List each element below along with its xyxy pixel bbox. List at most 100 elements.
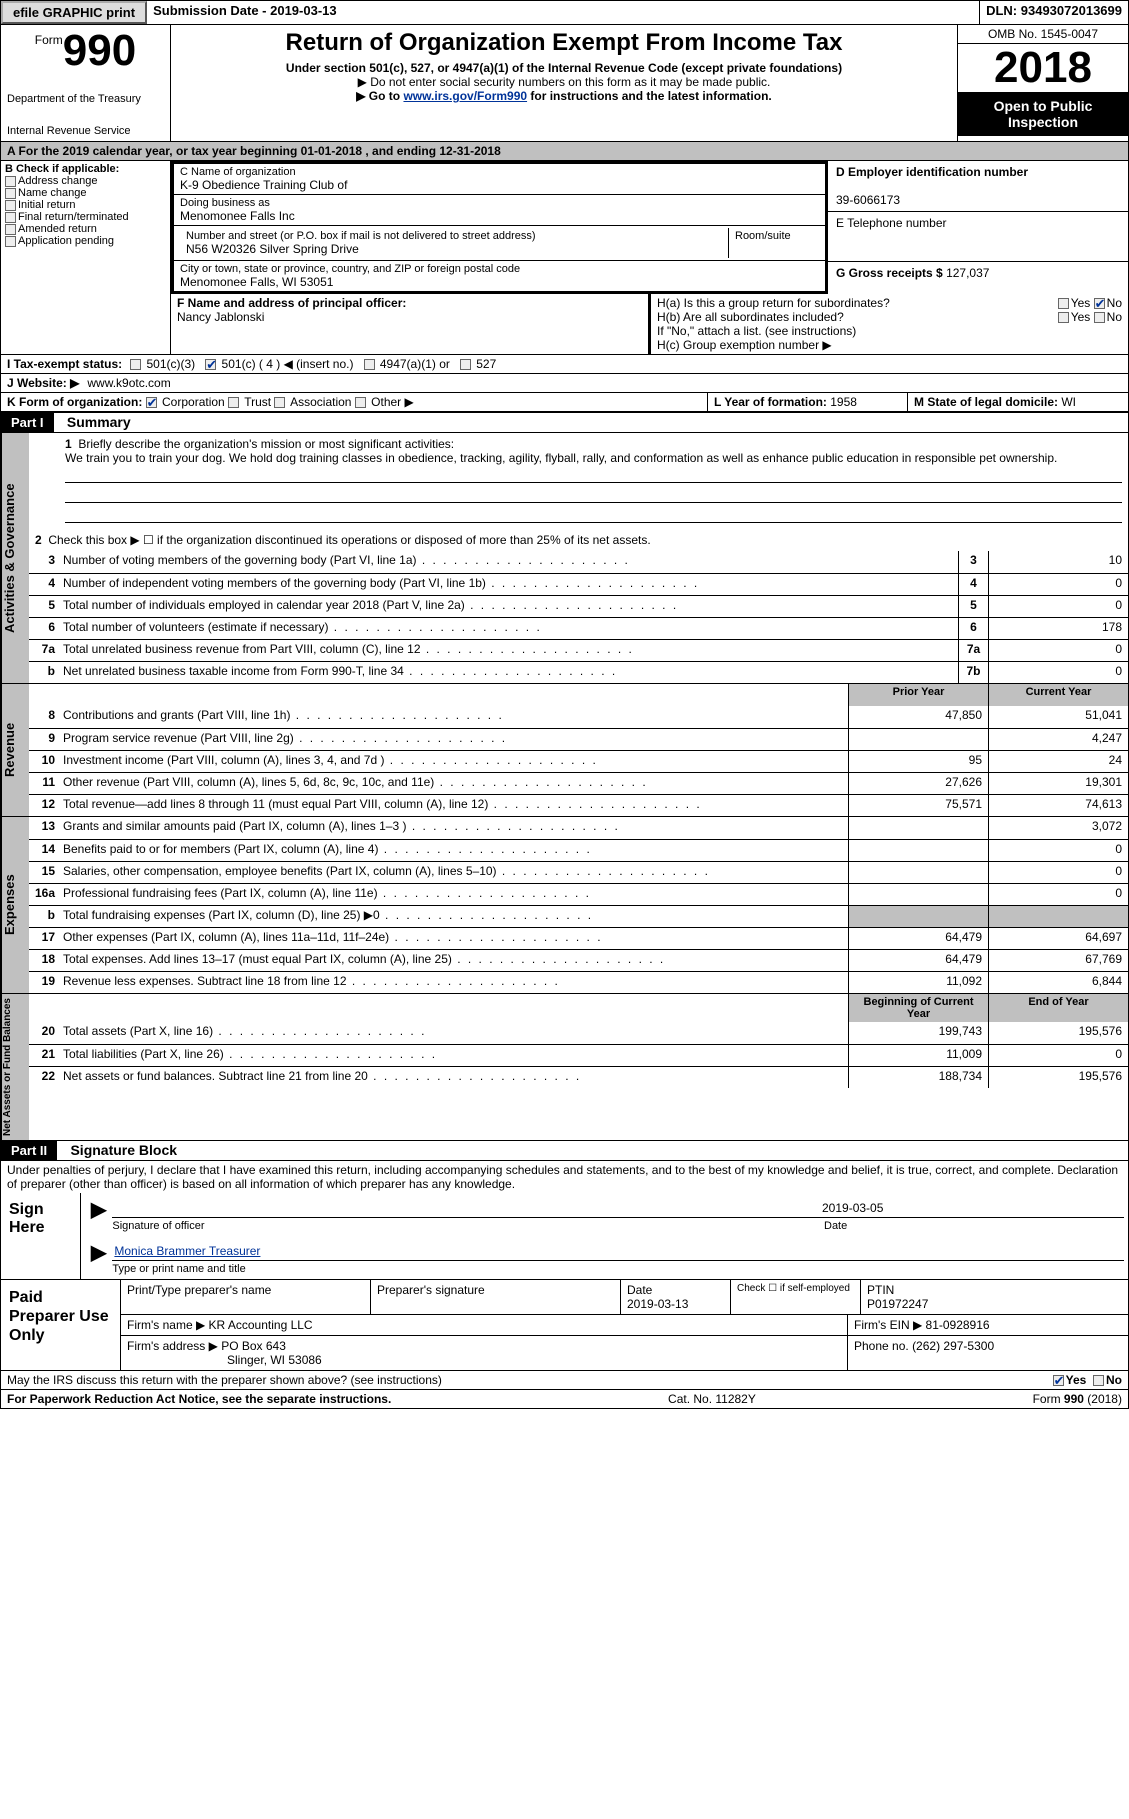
checkbox-trust[interactable]	[228, 397, 239, 408]
section-net-assets: Net Assets or Fund Balances Beginning of…	[0, 994, 1129, 1141]
box-b: B Check if applicable: Address change Na…	[1, 161, 171, 294]
vlabel-expenses: Expenses	[1, 817, 29, 993]
paid-preparer-label: Paid Preparer Use Only	[1, 1280, 121, 1370]
checkbox-ha-yes[interactable]	[1058, 298, 1069, 309]
dln: DLN: 93493072013699	[980, 1, 1128, 24]
principal-officer-name: Nancy Jablonski	[177, 310, 264, 324]
box-f: F Name and address of principal officer:…	[171, 294, 648, 354]
arrow-icon: ▶	[91, 1240, 106, 1275]
checkbox-527[interactable]	[460, 359, 471, 370]
tax-year: 2018	[958, 44, 1128, 92]
summary-line: 16aProfessional fundraising fees (Part I…	[29, 883, 1128, 905]
mission-label: Briefly describe the organization's miss…	[78, 437, 454, 451]
checkbox-discuss-no[interactable]	[1093, 1375, 1104, 1386]
summary-line: 9Program service revenue (Part VIII, lin…	[29, 728, 1128, 750]
penalties-text: Under penalties of perjury, I declare th…	[0, 1161, 1129, 1193]
topbar: efile GRAPHIC print Submission Date - 20…	[0, 0, 1129, 25]
year-formation: 1958	[830, 395, 857, 409]
sign-here-block: Sign Here ▶ 2019-03-05 Signature of offi…	[0, 1193, 1129, 1280]
footer-right: Form 990 (2018)	[1033, 1392, 1122, 1406]
officer-name-link[interactable]: Monica Brammer Treasurer	[114, 1244, 260, 1258]
city-label: City or town, state or province, country…	[180, 263, 520, 275]
dept-treasury: Department of the Treasury	[7, 93, 164, 105]
website-value: www.k9otc.com	[87, 376, 170, 390]
section-expenses: Expenses 13Grants and similar amounts pa…	[0, 817, 1129, 994]
summary-line: 10Investment income (Part VIII, column (…	[29, 750, 1128, 772]
summary-line: 11Other revenue (Part VIII, column (A), …	[29, 772, 1128, 794]
submission-date: Submission Date - 2019-03-13	[147, 1, 980, 24]
summary-line: 14Benefits paid to or for members (Part …	[29, 839, 1128, 861]
checkbox-ha-no[interactable]	[1094, 298, 1105, 309]
checkbox-4947a1[interactable]	[364, 359, 375, 370]
header-left: Form990 Department of the Treasury Inter…	[1, 25, 171, 141]
summary-line: 21Total liabilities (Part X, line 26)11,…	[29, 1044, 1128, 1066]
checkbox-association[interactable]	[274, 397, 285, 408]
firm-name: KR Accounting LLC	[209, 1318, 313, 1332]
preparer-name-label: Print/Type preparer's name	[121, 1280, 371, 1314]
self-employed-check: Check ☐ if self-employed	[731, 1280, 861, 1314]
room-suite-label: Room/suite	[729, 228, 819, 258]
paid-preparer-block: Paid Preparer Use Only Print/Type prepar…	[0, 1280, 1129, 1371]
sign-here-label: Sign Here	[1, 1193, 81, 1279]
preparer-sig-label: Preparer's signature	[371, 1280, 621, 1314]
form-subtitle: Under section 501(c), 527, or 4947(a)(1)…	[179, 61, 949, 75]
public-inspection: Open to PublicInspection	[958, 92, 1128, 136]
summary-line: 6Total number of volunteers (estimate if…	[29, 617, 1128, 639]
phone-label: E Telephone number	[836, 216, 947, 230]
arrow-icon: ▶	[91, 1197, 106, 1232]
checkbox-name-change[interactable]	[5, 188, 16, 199]
checkbox-discuss-yes[interactable]	[1053, 1375, 1064, 1386]
checkbox-application-pending[interactable]	[5, 236, 16, 247]
checkbox-hb-yes[interactable]	[1058, 312, 1069, 323]
checkbox-address-change[interactable]	[5, 176, 16, 187]
summary-line: 3Number of voting members of the governi…	[29, 551, 1128, 573]
box-h: H(a) Is this a group return for subordin…	[648, 294, 1128, 354]
vlabel-revenue: Revenue	[1, 684, 29, 816]
preparer-date: 2019-03-13	[627, 1297, 688, 1311]
firm-addr2: Slinger, WI 53086	[227, 1353, 322, 1367]
footer: For Paperwork Reduction Act Notice, see …	[0, 1390, 1129, 1409]
checkbox-hb-no[interactable]	[1094, 312, 1105, 323]
box-j: J Website: ▶ www.k9otc.com	[0, 374, 1129, 393]
form-header: Form990 Department of the Treasury Inter…	[0, 25, 1129, 141]
ssn-note: ▶ Do not enter social security numbers o…	[179, 75, 949, 89]
checkbox-501c3[interactable]	[130, 359, 141, 370]
section-governance: Activities & Governance 1 Briefly descri…	[0, 433, 1129, 684]
section-revenue: Revenue Prior YearCurrent Year 8Contribu…	[0, 684, 1129, 817]
summary-line: bTotal fundraising expenses (Part IX, co…	[29, 905, 1128, 927]
checkbox-corporation[interactable]	[146, 397, 157, 408]
summary-line: 22Net assets or fund balances. Subtract …	[29, 1066, 1128, 1088]
checkbox-initial-return[interactable]	[5, 200, 16, 211]
firm-phone: (262) 297-5300	[912, 1339, 994, 1353]
col-begin-year: Beginning of Current Year	[848, 994, 988, 1022]
checkbox-final-return[interactable]	[5, 212, 16, 223]
row-klm: K Form of organization: Corporation Trus…	[0, 393, 1129, 412]
checkbox-501c[interactable]	[205, 359, 216, 370]
line2-text: Check this box ▶ ☐ if the organization d…	[48, 533, 650, 547]
footer-left: For Paperwork Reduction Act Notice, see …	[7, 1392, 391, 1406]
omb-number: OMB No. 1545-0047	[958, 25, 1128, 44]
mission-text: We train you to train your dog. We hold …	[65, 451, 1057, 465]
summary-line: 8Contributions and grants (Part VIII, li…	[29, 706, 1128, 728]
part2-title: Signature Block	[60, 1142, 177, 1158]
summary-line: 13Grants and similar amounts paid (Part …	[29, 817, 1128, 839]
form990-link[interactable]: www.irs.gov/Form990	[403, 89, 527, 103]
street-address: N56 W20326 Silver Spring Drive	[186, 242, 359, 256]
header-mid: Return of Organization Exempt From Incom…	[171, 25, 958, 141]
summary-line: 7aTotal unrelated business revenue from …	[29, 639, 1128, 661]
dept-irs: Internal Revenue Service	[7, 125, 164, 137]
gross-receipts-value: 127,037	[946, 266, 989, 280]
dba-name: Menomonee Falls Inc	[180, 209, 295, 223]
checkbox-amended-return[interactable]	[5, 224, 16, 235]
sign-date: 2019-03-05	[822, 1201, 1122, 1215]
ptin-value: P01972247	[867, 1297, 928, 1311]
sig-date-label: Date	[824, 1220, 1124, 1232]
col-end-year: End of Year	[988, 994, 1128, 1022]
box-c: C Name of organizationK-9 Obedience Trai…	[171, 161, 828, 294]
part1-tag: Part I	[1, 413, 54, 432]
vlabel-net-assets: Net Assets or Fund Balances	[1, 994, 29, 1140]
checkbox-other[interactable]	[355, 397, 366, 408]
efile-print-button[interactable]: efile GRAPHIC print	[1, 1, 147, 24]
summary-line: bNet unrelated business taxable income f…	[29, 661, 1128, 683]
summary-line: 19Revenue less expenses. Subtract line 1…	[29, 971, 1128, 993]
